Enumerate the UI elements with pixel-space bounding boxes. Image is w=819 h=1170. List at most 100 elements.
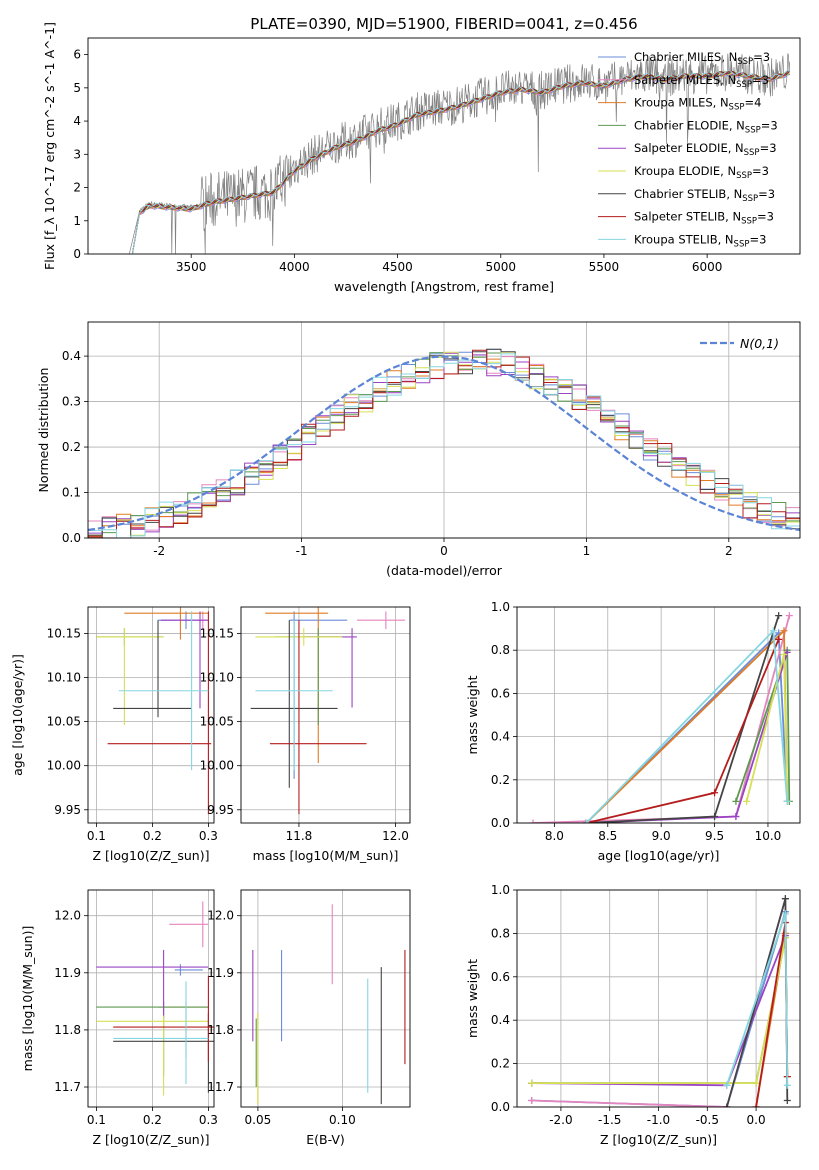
- age_vs_mass-panel: 11.8 12.0 9.95 10.00 10.05 10.10 10.15 mass [lo…: [200, 606, 411, 863]
- x-tick-label: 0.1: [87, 1113, 106, 1127]
- y-axis-label: mass weight: [465, 675, 480, 754]
- x-tick-label: 0.10: [329, 1113, 356, 1127]
- y-axis-label: mass [log10(M/M_sun)]: [20, 926, 35, 1072]
- y-tick-label: 0.0: [62, 531, 81, 545]
- errorbar-point: [255, 620, 333, 771]
- hist-kroupa-stelib: [88, 353, 800, 538]
- weight-marker: [769, 627, 777, 635]
- errorbar-point: [274, 628, 343, 726]
- weight-marker: [780, 651, 788, 659]
- x-axis-label: Z [log10(Z/Z_sun)]: [93, 848, 210, 863]
- weight-line-kroupa-stelib: [725, 913, 789, 1086]
- charts-group: 3500 4000 4500 5000 5500 6000 0 1 2 3 4 5 6 wavelengt…: [10, 22, 801, 1147]
- weight-marker: [783, 1081, 791, 1089]
- x-tick-label: 8.5: [598, 829, 617, 843]
- x-tick-label: 3500: [176, 260, 207, 274]
- weight-marker: [723, 1081, 731, 1089]
- errorbar-point: [160, 611, 209, 709]
- y-tick-label: 0.2: [491, 773, 510, 787]
- x-tick-label: -2: [153, 544, 165, 558]
- y-tick-label: 1.0: [491, 883, 510, 897]
- y-tick-label: 10.10: [200, 671, 234, 685]
- mass_weight_vs_Z-plot-area: [528, 895, 791, 1107]
- weight-line-kroupa-miles: [585, 628, 789, 823]
- y-tick-label: 0.0: [491, 1100, 510, 1114]
- legend-entry: Chabrier STELIB, NSSP=3: [634, 187, 775, 204]
- x-tick-label: 6000: [692, 260, 723, 274]
- x-tick-label: 1: [583, 544, 591, 558]
- errorbar-point: [96, 1015, 209, 1096]
- x-tick-label: 0.0: [747, 1113, 766, 1127]
- mass_weight_vs_Z-panel: -2.0 -1.5 -1.0 -0.5 0.0 0.0 0.2 0.4 0.6 0.8 1.0 Z […: [465, 883, 801, 1147]
- x-tick-label: 4000: [279, 260, 310, 274]
- age_vs_Z-panel: 0.1 0.2 0.3 9.95 10.00 10.05 10.10 10.15 Z [log1…: [10, 606, 218, 863]
- weight-marker: [732, 797, 740, 805]
- y-tick-label: 10.00: [200, 759, 234, 773]
- x-tick-label: 0.2: [143, 829, 162, 843]
- y-tick-label: 1.0: [491, 600, 510, 614]
- x-tick-label: 5500: [589, 260, 620, 274]
- x-tick-label: 5000: [485, 260, 516, 274]
- axes-frame: [87, 321, 801, 539]
- weight-marker: [528, 1096, 536, 1104]
- y-tick-label: 10.05: [200, 715, 234, 729]
- legend-entry: Salpeter STELIB, NSSP=3: [634, 210, 774, 227]
- x-axis-label: (data-model)/error: [386, 563, 503, 578]
- y-axis-label: Normed distribution: [36, 368, 51, 493]
- x-tick-label: 2: [725, 544, 733, 558]
- legend-entry: Kroupa STELIB, NSSP=3: [634, 232, 766, 249]
- axes-frame: [87, 37, 801, 255]
- y-tick-label: 0.8: [491, 926, 510, 940]
- y-tick-label: 0.3: [62, 395, 81, 409]
- errorbar-point: [96, 949, 209, 1019]
- y-tick-label: 10.15: [47, 626, 81, 640]
- weight-marker: [781, 895, 789, 903]
- errorbar-point: [118, 611, 209, 771]
- x-tick-label: 9.5: [705, 829, 724, 843]
- spectrum-plot-area: [128, 53, 791, 254]
- weight-marker: [528, 1079, 536, 1087]
- mass_weight_vs_age-plot-area: [529, 612, 793, 823]
- legend-entry: Kroupa ELODIE, NSSP=3: [634, 164, 769, 181]
- y-tick-label: 0.0: [491, 816, 510, 830]
- y-tick-label: 11.9: [207, 966, 234, 980]
- x-tick-label: 0.05: [245, 1113, 272, 1127]
- weight-marker: [752, 1103, 760, 1107]
- errorbar-point: [113, 981, 209, 1085]
- y-tick-label: 0.4: [491, 730, 510, 744]
- x-tick-label: -1.0: [647, 1113, 670, 1127]
- y-tick-label: 2: [73, 181, 81, 195]
- weight-marker: [732, 813, 740, 821]
- errorbar-point: [169, 901, 209, 948]
- figure-title: PLATE=0390, MJD=51900, FIBERID=0041, z=0…: [250, 15, 637, 33]
- legend-entry: Salpeter MILES, NSSP=3: [634, 73, 769, 90]
- axes-frame: [240, 606, 411, 824]
- data-spectrum-line: [128, 53, 791, 254]
- x-tick-label: 0.3: [199, 829, 218, 843]
- mass_vs_EBV-panel: 0.05 0.10 11.7 11.8 11.9 12.0 E(B-V): [207, 889, 411, 1147]
- x-tick-label: 0.1: [87, 829, 106, 843]
- y-tick-label: 11.9: [54, 966, 81, 980]
- axes-frame: [516, 889, 801, 1108]
- axes-frame: [87, 606, 215, 824]
- model-spectrum-salpeter-stelib: [131, 69, 790, 254]
- x-axis-label: Z [log10(Z/Z_sun)]: [600, 1132, 717, 1147]
- errorbar-point: [174, 964, 203, 976]
- weight-marker: [785, 612, 793, 620]
- y-tick-label: 0.6: [491, 970, 510, 984]
- x-tick-label: -1: [296, 544, 308, 558]
- weight-marker: [775, 612, 783, 620]
- weight-marker: [711, 789, 719, 797]
- x-tick-label: -2.0: [549, 1113, 572, 1127]
- y-tick-label: 1: [73, 214, 81, 228]
- y-tick-label: 9.95: [207, 803, 234, 817]
- x-tick-label: 0.3: [199, 1113, 218, 1127]
- y-axis-label: Flux [f_λ 10^-17 erg cm^-2 s^-1 A^-1]: [42, 22, 57, 270]
- errorbar-point: [124, 607, 209, 640]
- errorbar-point: [113, 620, 192, 718]
- legend-entry: Salpeter ELODIE, NSSP=3: [634, 141, 777, 158]
- y-tick-label: 11.8: [207, 1023, 234, 1037]
- weight-marker: [780, 627, 788, 635]
- x-tick-label: 12.0: [382, 829, 409, 843]
